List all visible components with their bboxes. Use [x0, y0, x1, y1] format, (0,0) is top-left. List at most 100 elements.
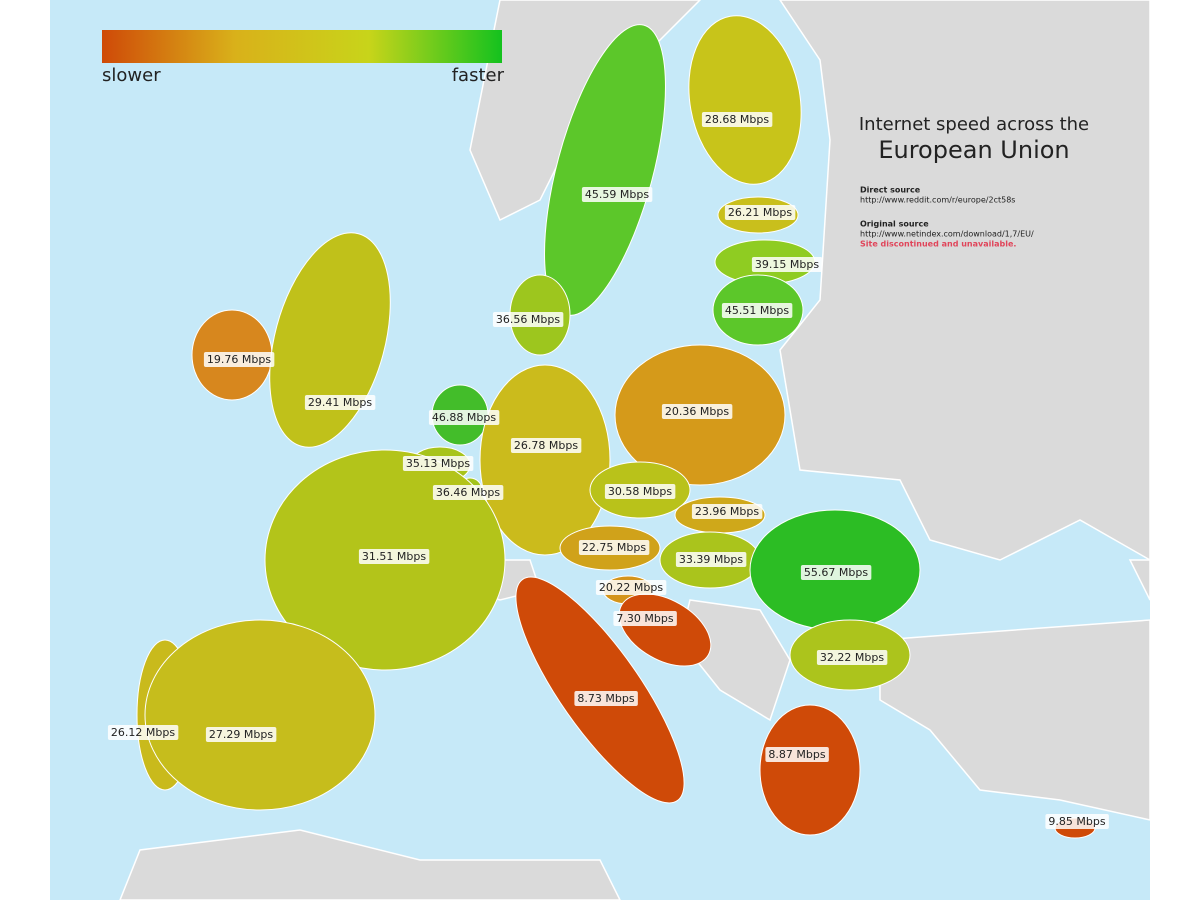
speed-label: 27.29 Mbps	[205, 727, 277, 742]
speed-text: 36.46 Mbps	[436, 486, 500, 499]
label-background	[661, 404, 733, 419]
label-background	[800, 565, 872, 580]
speed-text: 30.58 Mbps	[608, 485, 672, 498]
speed-text: 46.88 Mbps	[432, 411, 496, 424]
speed-label: 19.76 Mbps	[203, 352, 275, 367]
label-background	[721, 303, 793, 318]
label-background	[765, 747, 829, 762]
speed-label: 39.15 Mbps	[751, 257, 823, 272]
speed-text: 26.78 Mbps	[514, 439, 578, 452]
legend-gradient	[102, 30, 502, 63]
source-url: http://www.reddit.com/r/europe/2ct58s	[860, 196, 1015, 205]
speed-text: 33.39 Mbps	[679, 553, 743, 566]
label-background	[701, 112, 773, 127]
speed-label: 30.58 Mbps	[604, 484, 676, 499]
speed-text: 20.36 Mbps	[665, 405, 729, 418]
speed-text: 26.12 Mbps	[111, 726, 175, 739]
speed-label: 45.51 Mbps	[721, 303, 793, 318]
speed-label: 26.78 Mbps	[510, 438, 582, 453]
speed-text: 7.30 Mbps	[616, 612, 673, 625]
label-background	[492, 312, 564, 327]
speed-label: 33.39 Mbps	[675, 552, 747, 567]
speed-text: 35.13 Mbps	[406, 457, 470, 470]
label-background	[358, 549, 430, 564]
speed-text: 23.96 Mbps	[695, 505, 759, 518]
legend-low: slower	[102, 65, 161, 86]
label-background	[581, 187, 653, 202]
label-background	[816, 650, 888, 665]
label-background	[402, 456, 474, 471]
label-background	[107, 725, 179, 740]
speed-label: 26.12 Mbps	[107, 725, 179, 740]
speed-text: 39.15 Mbps	[755, 258, 819, 271]
speed-label: 23.96 Mbps	[691, 504, 763, 519]
country	[759, 704, 861, 836]
speed-label: 8.87 Mbps	[765, 747, 829, 762]
speed-label: 20.36 Mbps	[661, 404, 733, 419]
speed-labels: 28.68 Mbps 45.59 Mbps 26.21 Mbps 39.15 Mbps…	[107, 112, 1109, 829]
label-background	[724, 205, 796, 220]
speed-label: 8.73 Mbps	[574, 691, 638, 706]
speed-text: 28.68 Mbps	[705, 113, 769, 126]
speed-text: 45.59 Mbps	[585, 188, 649, 201]
label-background	[691, 504, 763, 519]
country	[479, 364, 611, 556]
label-background	[1045, 814, 1109, 829]
speed-text: 22.75 Mbps	[582, 541, 646, 554]
speed-label: 22.75 Mbps	[578, 540, 650, 555]
label-background	[432, 485, 504, 500]
label-background	[578, 540, 650, 555]
speed-text: 26.21 Mbps	[728, 206, 792, 219]
title-line2: European Union	[878, 136, 1069, 164]
label-background	[510, 438, 582, 453]
label-background	[574, 691, 638, 706]
countries	[136, 15, 1096, 839]
country	[269, 232, 391, 448]
label-background	[751, 257, 823, 272]
label-background	[203, 352, 275, 367]
label-background	[304, 395, 376, 410]
speed-label: 46.88 Mbps	[428, 410, 500, 425]
label-background	[428, 410, 500, 425]
label-background	[675, 552, 747, 567]
source-heading: Direct source	[860, 186, 921, 195]
speed-text: 8.87 Mbps	[768, 748, 825, 761]
speed-label: 31.51 Mbps	[358, 549, 430, 564]
speed-label: 36.46 Mbps	[432, 485, 504, 500]
speed-text: 19.76 Mbps	[207, 353, 271, 366]
country	[688, 15, 802, 185]
speed-label: 7.30 Mbps	[613, 611, 677, 626]
country	[144, 619, 376, 811]
source-heading: Original source	[860, 220, 929, 229]
speed-text: 31.51 Mbps	[362, 550, 426, 563]
speed-text: 8.73 Mbps	[577, 692, 634, 705]
speed-label: 36.56 Mbps	[492, 312, 564, 327]
legend-high: faster	[452, 65, 505, 86]
speed-text: 55.67 Mbps	[804, 566, 868, 579]
label-background	[604, 484, 676, 499]
speed-label: 20.22 Mbps	[595, 580, 667, 595]
title-line1: Internet speed across the	[859, 114, 1089, 135]
speed-label: 55.67 Mbps	[800, 565, 872, 580]
source-url: http://www.netindex.com/download/1,7/EU/	[860, 230, 1034, 239]
speed-label: 32.22 Mbps	[816, 650, 888, 665]
speed-text: 32.22 Mbps	[820, 651, 884, 664]
speed-text: 29.41 Mbps	[308, 396, 372, 409]
speed-label: 29.41 Mbps	[304, 395, 376, 410]
speed-text: 27.29 Mbps	[209, 728, 273, 741]
speed-label: 28.68 Mbps	[701, 112, 773, 127]
label-background	[613, 611, 677, 626]
speed-label: 26.21 Mbps	[724, 205, 796, 220]
speed-label: 45.59 Mbps	[581, 187, 653, 202]
speed-text: 9.85 Mbps	[1048, 815, 1105, 828]
speed-label: 35.13 Mbps	[402, 456, 474, 471]
source-note: Site discontinued and unavailable.	[860, 240, 1016, 249]
speed-label: 9.85 Mbps	[1045, 814, 1109, 829]
speed-text: 45.51 Mbps	[725, 304, 789, 317]
country	[515, 576, 685, 804]
speed-text: 20.22 Mbps	[599, 581, 663, 594]
label-background	[205, 727, 277, 742]
label-background	[595, 580, 667, 595]
